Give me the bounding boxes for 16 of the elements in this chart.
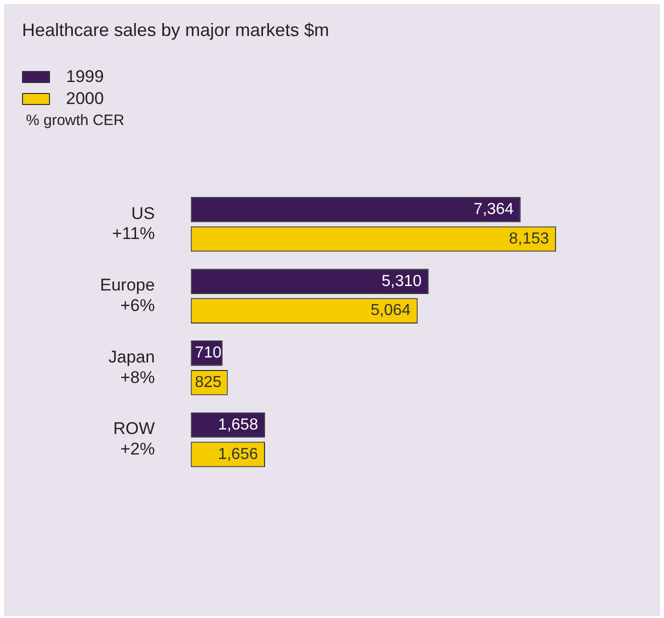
y-tick-label: US +11% — [112, 204, 155, 244]
data-label: 1,656 — [218, 446, 258, 463]
data-label: 8,153 — [509, 230, 550, 248]
chart-title: Healthcare sales by major markets $m — [22, 20, 330, 41]
y-tick-label: ROW +2% — [113, 419, 155, 459]
data-label: 5,064 — [370, 302, 411, 320]
y-tick-label: Europe +6% — [100, 276, 155, 315]
legend-label: 1999 — [66, 67, 104, 87]
data-label: 1,658 — [218, 416, 258, 434]
data-label: 825 — [194, 374, 222, 392]
data-label: 7,364 — [474, 200, 514, 218]
y-tick-label: Japan +8% — [108, 347, 155, 387]
text: % growth CER — [26, 112, 124, 129]
data-label: 5,310 — [382, 272, 422, 290]
data-label: 710 — [194, 344, 222, 362]
legend-label: 2000 — [66, 89, 104, 109]
